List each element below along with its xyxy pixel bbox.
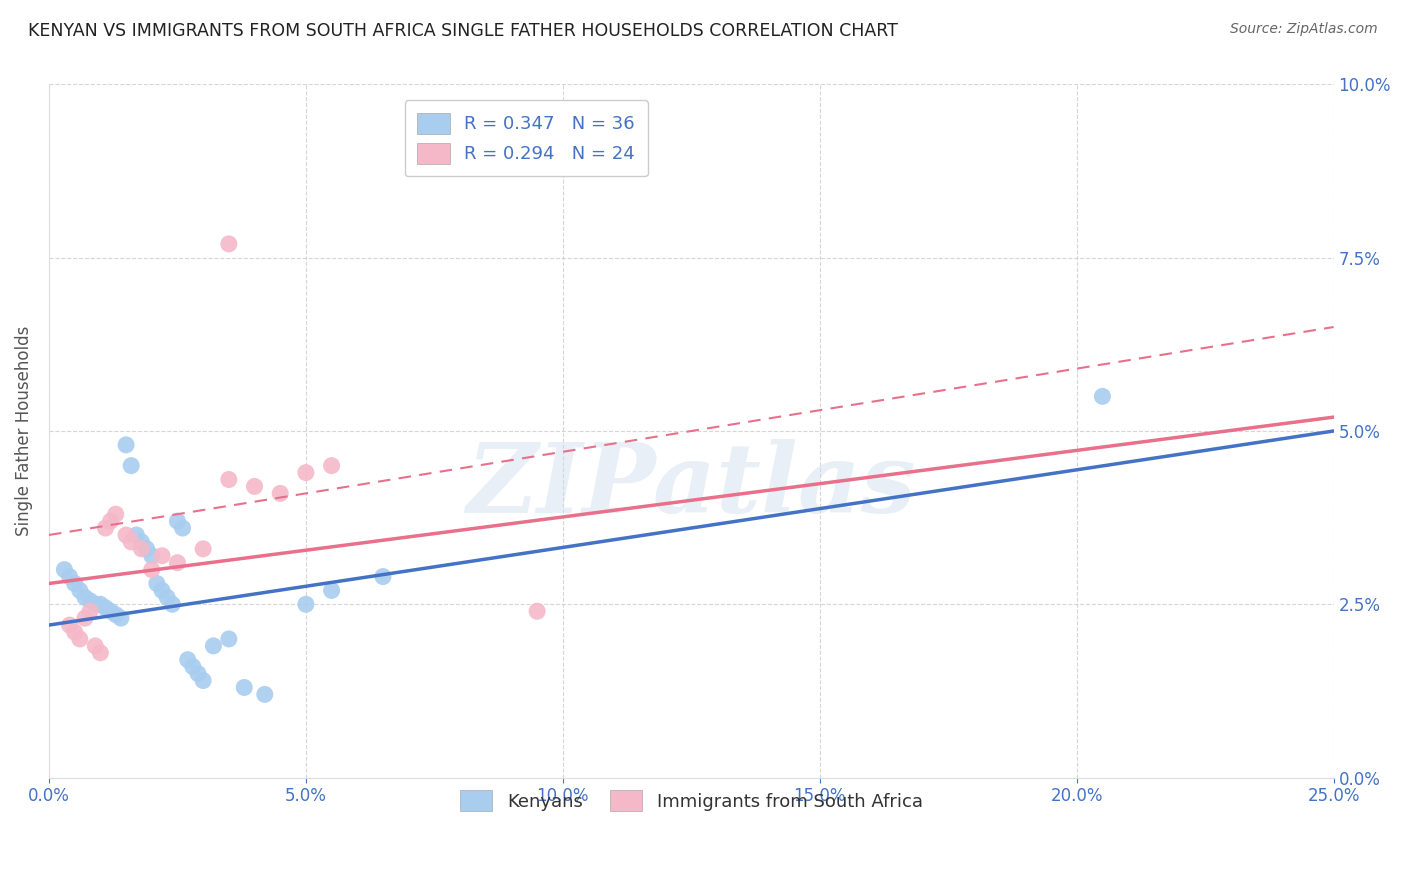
Point (146, 576, 169, 591)
Point (181, 659, 204, 673)
Point (162, 597, 184, 611)
Point (115, 438, 138, 452)
Point (100, 514, 122, 528)
Point (73, 611, 96, 625)
Point (172, 521, 194, 535)
Point (84, 597, 107, 611)
Point (73, 591, 96, 605)
Point (100, 604, 122, 618)
Point (69, 632, 91, 646)
Point (89, 597, 111, 611)
Point (295, 466, 318, 480)
Point (150, 583, 173, 598)
Point (191, 541, 214, 556)
Y-axis label: Single Father Households: Single Father Households (15, 326, 32, 536)
Point (156, 591, 179, 605)
Point (58, 618, 80, 632)
Point (89, 646, 111, 660)
Point (218, 473, 240, 487)
Point (84, 639, 107, 653)
Point (166, 514, 188, 528)
Point (166, 556, 188, 570)
Point (79, 594, 101, 608)
Point (218, 236, 240, 251)
Point (371, 569, 394, 583)
Point (63, 576, 86, 591)
Point (125, 528, 148, 542)
Point (115, 528, 138, 542)
Text: KENYAN VS IMMIGRANTS FROM SOUTH AFRICA SINGLE FATHER HOUSEHOLDS CORRELATION CHAR: KENYAN VS IMMIGRANTS FROM SOUTH AFRICA S… (28, 22, 898, 40)
Point (141, 549, 163, 563)
Point (295, 597, 318, 611)
Point (1091, 389, 1114, 403)
Point (526, 604, 548, 618)
Text: Source: ZipAtlas.com: Source: ZipAtlas.com (1230, 22, 1378, 37)
Point (120, 535, 142, 549)
Point (269, 486, 291, 500)
Point (94, 600, 117, 615)
Point (69, 583, 91, 598)
Point (321, 583, 343, 598)
Point (233, 681, 256, 695)
Legend: Kenyans, Immigrants from South Africa: Kenyans, Immigrants from South Africa (447, 778, 935, 824)
Point (53, 563, 76, 577)
Text: ZIPatlas: ZIPatlas (467, 440, 917, 533)
Point (253, 687, 276, 701)
Point (218, 632, 240, 646)
Point (191, 673, 214, 688)
Point (110, 611, 132, 625)
Point (177, 653, 200, 667)
Point (120, 458, 142, 473)
Point (243, 479, 266, 493)
Point (104, 507, 127, 521)
Point (202, 639, 225, 653)
Point (79, 604, 101, 618)
Point (131, 535, 153, 549)
Point (141, 563, 163, 577)
Point (94, 521, 117, 535)
Point (58, 569, 80, 583)
Point (63, 625, 86, 640)
Point (321, 458, 343, 473)
Point (150, 549, 173, 563)
Point (187, 666, 209, 681)
Point (104, 607, 127, 622)
Point (131, 541, 153, 556)
Point (135, 541, 157, 556)
